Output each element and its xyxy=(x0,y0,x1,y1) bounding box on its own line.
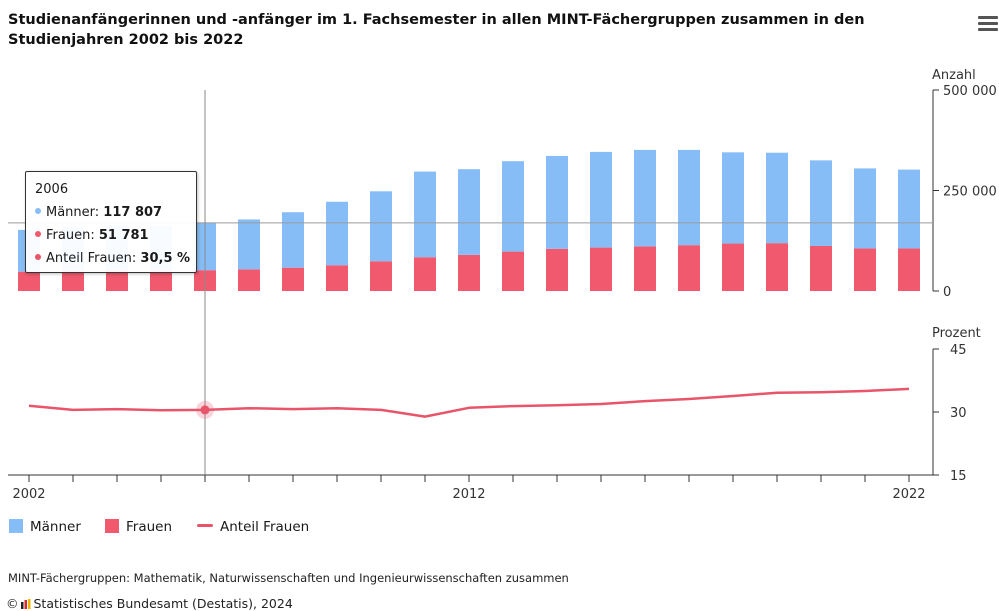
line-y-tick-label: 45 xyxy=(950,343,967,358)
bar-maenner-2014 xyxy=(546,155,568,249)
bar-frauen-2008 xyxy=(282,267,304,291)
bar-maenner-2015 xyxy=(590,151,612,248)
bar-frauen-2022 xyxy=(898,248,920,291)
bar-maenner-2022 xyxy=(898,169,920,249)
bar-frauen-2009 xyxy=(326,265,348,291)
bar-y-axis-label: Anzahl xyxy=(932,68,976,83)
bar-y-tick-label: 250 000 xyxy=(943,185,997,200)
bar-maenner-2012 xyxy=(458,169,480,255)
line-y-tick-label: 30 xyxy=(950,406,967,421)
bar-y-tick-label: 0 xyxy=(943,285,951,300)
hover-point xyxy=(200,405,210,415)
bar-frauen-2015 xyxy=(590,247,612,291)
bar-frauen-2012 xyxy=(458,254,480,291)
bar-frauen-2021 xyxy=(854,248,876,291)
tooltip-label-anteil: Anteil Frauen: xyxy=(46,251,141,266)
copyright-icon: © xyxy=(6,596,19,611)
bar-maenner-2010 xyxy=(370,191,392,262)
bar-frauen-2018 xyxy=(722,243,744,291)
bar-frauen-2020 xyxy=(810,245,832,291)
bar-maenner-2017 xyxy=(678,149,700,246)
legend-swatch-frauen xyxy=(105,519,119,533)
legend-swatch-maenner xyxy=(9,519,23,533)
bar-maenner-2021 xyxy=(854,168,876,249)
legend-item-maenner[interactable]: Männer xyxy=(9,519,81,535)
tooltip-value-anteil: 30,5 % xyxy=(140,251,191,266)
bar-maenner-2013 xyxy=(502,161,524,252)
bar-maenner-2020 xyxy=(810,160,832,246)
legend-label-frauen: Frauen xyxy=(126,519,173,535)
tooltip-dot-frauen xyxy=(35,231,41,237)
legend-label-anteil: Anteil Frauen xyxy=(220,519,310,535)
x-tick-label-2012: 2012 xyxy=(452,487,485,502)
source-credit: © Statistisches Bundesamt (Destatis), 202… xyxy=(6,596,293,611)
bar-maenner-2008 xyxy=(282,212,304,268)
bar-frauen-2019 xyxy=(766,243,788,291)
bar-frauen-2003 xyxy=(62,270,84,291)
bar-maenner-2007 xyxy=(238,219,260,270)
bar-maenner-2009 xyxy=(326,201,348,266)
bar-maenner-2018 xyxy=(722,152,744,244)
tooltip-label-frauen: Frauen: xyxy=(46,228,99,243)
tooltip-dot-anteil xyxy=(35,254,41,260)
x-tick-label-2002: 2002 xyxy=(12,487,45,502)
bar-frauen-2005 xyxy=(150,270,172,291)
footnote: MINT-Fächergruppen: Mathematik, Naturwis… xyxy=(8,571,569,585)
bar-frauen-2002 xyxy=(18,271,40,291)
line-y-axis-label: Prozent xyxy=(932,326,981,341)
tooltip-row-maenner: Männer: 117 807 xyxy=(35,205,196,228)
tooltip: 2006 Männer: 117 807 Frauen: 51 781 Ante… xyxy=(25,171,197,273)
bar-frauen-2013 xyxy=(502,251,524,291)
tooltip-label-maenner: Männer: xyxy=(46,205,104,220)
line-anteil-frauen xyxy=(28,387,910,418)
bar-frauen-2010 xyxy=(370,261,392,291)
tooltip-year: 2006 xyxy=(35,182,69,197)
bar-maenner-2011 xyxy=(414,171,436,258)
bar-maenner-2019 xyxy=(766,152,788,244)
tooltip-value-frauen: 51 781 xyxy=(98,228,149,243)
hamburger-menu-icon[interactable] xyxy=(978,16,998,34)
bar-y-tick-label: 500 000 xyxy=(943,84,997,99)
line-y-tick-label: 15 xyxy=(950,469,967,484)
bar-frauen-2007 xyxy=(238,269,260,291)
bar-frauen-2011 xyxy=(414,257,436,291)
legend-item-frauen[interactable]: Frauen xyxy=(105,519,172,535)
x-tick-label-2022: 2022 xyxy=(892,487,925,502)
bar-frauen-2014 xyxy=(546,248,568,291)
legend-swatch-anteil xyxy=(197,524,213,527)
line-chart-panel: 15 30 45 Prozent 2002 2012 2022 xyxy=(8,90,981,502)
source-credit-text: Statistisches Bundesamt (Destatis), 2024 xyxy=(33,596,293,611)
bar-frauen-2004 xyxy=(106,270,128,291)
tooltip-value-maenner: 117 807 xyxy=(103,205,163,220)
destatis-logo-icon xyxy=(20,599,30,609)
chart-title: Studienanfängerinnen und -anfänger im 1.… xyxy=(8,12,865,48)
tooltip-dot-maenner xyxy=(35,208,41,214)
tooltip-row-frauen: Frauen: 51 781 xyxy=(35,228,196,251)
bar-frauen-2017 xyxy=(678,245,700,291)
tooltip-row-anteil: Anteil Frauen: 30,5 % xyxy=(35,251,196,274)
bar-frauen-2016 xyxy=(634,246,656,291)
bar-maenner-2016 xyxy=(634,149,656,247)
legend-label-maenner: Männer xyxy=(30,519,81,535)
legend-item-anteil[interactable]: Anteil Frauen xyxy=(197,519,309,535)
